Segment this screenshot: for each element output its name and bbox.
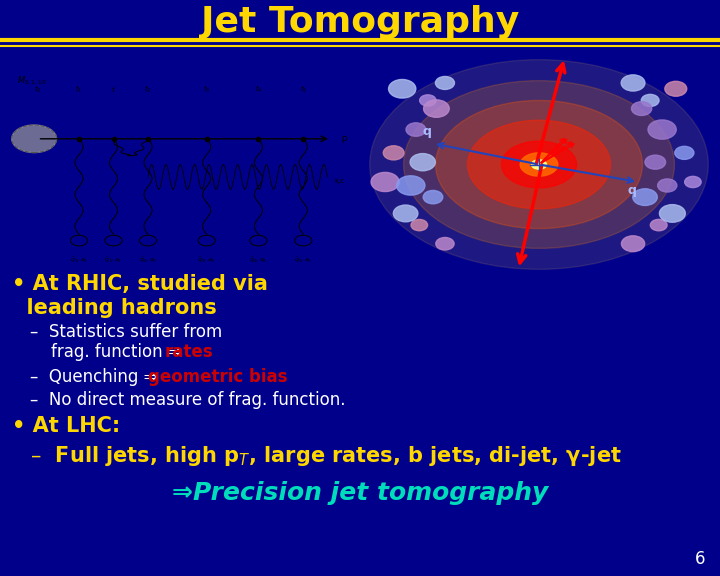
Text: $t_1$: $t_1$ — [76, 84, 83, 96]
Text: $\bar{q}_3,a_3$: $\bar{q}_3,a_3$ — [197, 256, 216, 265]
Ellipse shape — [369, 60, 708, 270]
Circle shape — [420, 95, 436, 106]
Text: geometric bias: geometric bias — [148, 368, 287, 386]
Text: $t_3$: $t_3$ — [203, 84, 210, 96]
Circle shape — [423, 100, 449, 118]
Circle shape — [621, 75, 645, 91]
Circle shape — [648, 120, 676, 139]
Circle shape — [410, 154, 436, 170]
Ellipse shape — [520, 153, 558, 176]
Circle shape — [621, 236, 644, 252]
Text: leading hadrons: leading hadrons — [12, 298, 217, 318]
Text: q: q — [423, 126, 431, 138]
Circle shape — [436, 77, 454, 89]
Text: Jet Tomography: Jet Tomography — [201, 5, 519, 39]
Circle shape — [411, 219, 428, 231]
Text: $\bar{q}_5,a_5$: $\bar{q}_5,a_5$ — [294, 256, 312, 265]
Circle shape — [633, 189, 657, 206]
Text: $\bar{q}_1,a_1$: $\bar{q}_1,a_1$ — [70, 256, 88, 265]
Text: q: q — [628, 184, 636, 196]
Text: –  Full jets, high p$_T$, large rates, b jets, di-jet, γ-jet: – Full jets, high p$_T$, large rates, b … — [30, 444, 621, 468]
Text: k,c: k,c — [334, 178, 345, 184]
Text: –  No direct measure of frag. function.: – No direct measure of frag. function. — [30, 391, 346, 409]
Text: • At RHIC, studied via: • At RHIC, studied via — [12, 274, 268, 294]
Ellipse shape — [436, 100, 642, 229]
Circle shape — [685, 176, 701, 188]
Text: $t_2$: $t_2$ — [144, 84, 152, 96]
Circle shape — [665, 81, 687, 96]
Text: –  Quenching ⇒: – Quenching ⇒ — [30, 368, 163, 386]
Circle shape — [371, 172, 399, 192]
Circle shape — [383, 146, 404, 160]
Text: • At LHC:: • At LHC: — [12, 416, 120, 436]
Ellipse shape — [501, 141, 577, 188]
Text: $M_{5,1,10}$: $M_{5,1,10}$ — [17, 75, 47, 88]
Circle shape — [436, 237, 454, 250]
Bar — [0, 0, 720, 40]
Circle shape — [650, 219, 667, 231]
Text: $t_4$: $t_4$ — [255, 84, 262, 96]
Circle shape — [642, 94, 659, 107]
Ellipse shape — [404, 81, 675, 248]
Text: $\bar{q}_1,a_1$: $\bar{q}_1,a_1$ — [104, 256, 122, 265]
Circle shape — [393, 205, 418, 222]
Circle shape — [423, 191, 443, 204]
Circle shape — [397, 176, 425, 195]
Text: frag. function ⇒: frag. function ⇒ — [30, 343, 187, 361]
Circle shape — [657, 179, 677, 192]
Ellipse shape — [467, 120, 611, 209]
Text: $t_5$: $t_5$ — [300, 84, 307, 96]
Ellipse shape — [531, 160, 546, 169]
Circle shape — [406, 123, 426, 137]
Circle shape — [12, 125, 57, 153]
Circle shape — [675, 146, 694, 160]
Text: $t$: $t$ — [111, 84, 116, 94]
Circle shape — [389, 79, 416, 98]
Text: $\bar{q}_4,a_4$: $\bar{q}_4,a_4$ — [249, 256, 268, 265]
Circle shape — [645, 155, 665, 169]
Circle shape — [660, 204, 685, 222]
Text: –  Statistics suffer from: – Statistics suffer from — [30, 323, 222, 341]
Text: rates: rates — [165, 343, 214, 361]
Text: ⇒Precision jet tomography: ⇒Precision jet tomography — [172, 481, 548, 505]
Text: $t_0$: $t_0$ — [34, 84, 41, 96]
Text: $\bar{q}_2,a_2$: $\bar{q}_2,a_2$ — [139, 256, 157, 265]
Circle shape — [631, 102, 652, 115]
Text: 6: 6 — [695, 550, 705, 568]
Text: p: p — [341, 134, 346, 143]
